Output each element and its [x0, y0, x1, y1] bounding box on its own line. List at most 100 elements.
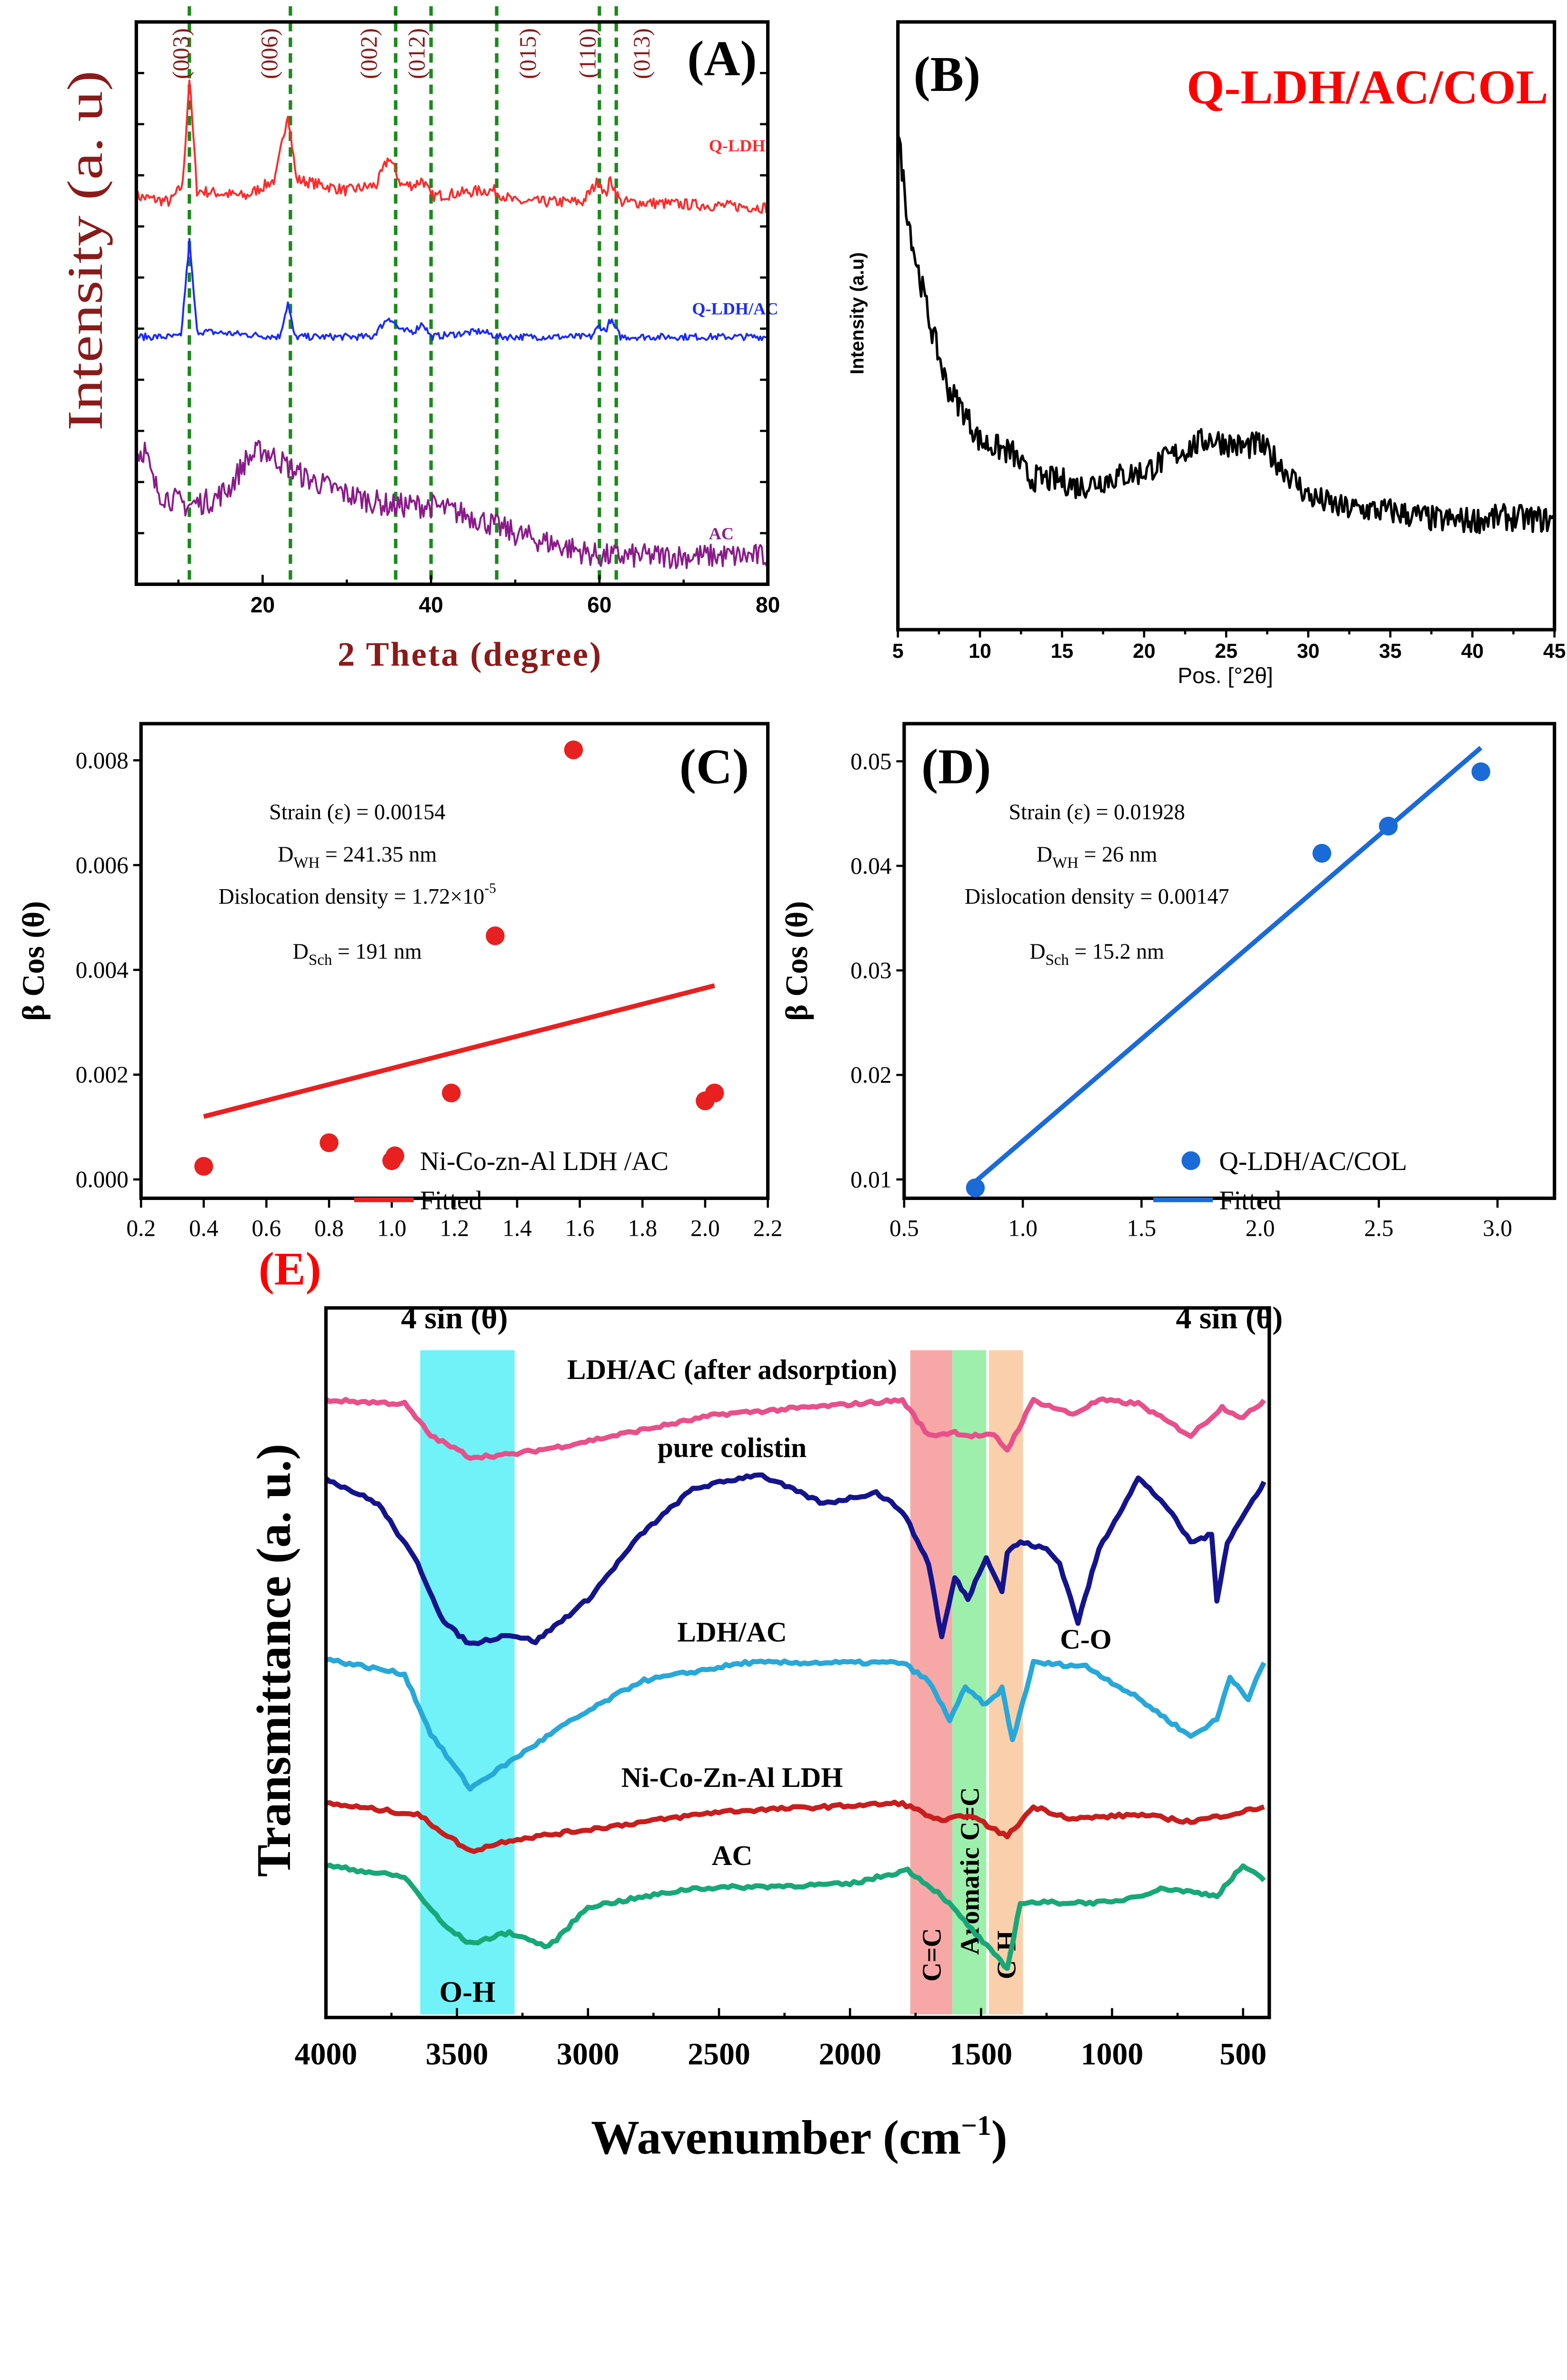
x-tick-label: 1.8	[628, 1215, 657, 1241]
x-axis-title: Pos. [°2θ]	[1178, 663, 1273, 688]
hkl-label: (013)	[629, 28, 655, 79]
x-tick-label: 1.5	[1127, 1215, 1157, 1241]
y-axis-title: β Cos (θ)	[779, 901, 814, 1021]
spectrum-ldh-ac	[325, 1656, 1267, 1792]
x-tick-label: 4000	[295, 2037, 358, 2072]
plot-frame	[139, 722, 770, 1200]
plot-frame	[324, 1306, 1271, 2020]
x-tick-label: 0.2	[126, 1215, 156, 1241]
x-tick-label: 30	[1297, 640, 1320, 663]
annotation-text: D	[293, 939, 309, 963]
annotation-subscript: WH	[294, 854, 320, 872]
x-tick-label: 25	[1215, 640, 1238, 663]
x-tick-label: 3.0	[1483, 1215, 1512, 1241]
x-tick-label: 20	[250, 593, 275, 617]
x-tick-label: 500	[1219, 2037, 1267, 2072]
hkl-label: (110)	[575, 28, 601, 78]
x-tick-label: 3500	[426, 2037, 489, 2072]
plot-frame	[902, 722, 1557, 1200]
fit-annotation: Strain (ε) = 0.00154	[269, 800, 445, 824]
series-line-q-ldh-ac	[135, 238, 769, 341]
x-tick-label: 1.2	[440, 1215, 469, 1241]
x-tick-label: 2.0	[1246, 1215, 1275, 1241]
y-tick-label: 0.01	[850, 1166, 891, 1192]
x-axis-title-end: )	[991, 2111, 1008, 2165]
annotation-superscript: -5	[484, 881, 496, 896]
x-tick-label: 40	[419, 593, 443, 617]
annotation-text: Dislocation density = 0.00147	[965, 884, 1229, 909]
x-axis-title-text: Wavenumber (cm	[591, 2111, 961, 2165]
fit-annotation: DSch = 191 nm	[293, 939, 422, 969]
fit-annotation: Strain (ε) = 0.01928	[1009, 800, 1185, 824]
legend-label: Fitted	[420, 1186, 482, 1215]
y-tick-label: 0.004	[76, 957, 129, 983]
band-aromatic-c-c	[952, 1350, 987, 2014]
x-tick-label: 0.6	[252, 1215, 281, 1241]
hkl-label: (003)	[168, 28, 194, 79]
x-tick-label: 2.5	[1364, 1215, 1394, 1241]
y-axis-title: β Cos (θ)	[16, 901, 51, 1021]
spectrum-ac	[325, 1863, 1266, 1971]
x-tick-label: 1.0	[377, 1215, 407, 1241]
x-tick-label: 0.8	[314, 1215, 344, 1241]
hkl-label: (006)	[256, 28, 282, 79]
x-tick-label: 1.6	[565, 1215, 595, 1241]
x-axis-title: Wavenumber (cm−1)	[591, 2110, 1008, 2164]
annotation-subscript: WH	[1052, 854, 1078, 872]
data-point	[194, 1157, 213, 1176]
x-tick-label: 15	[1051, 640, 1074, 663]
panel-label-a: (A)	[687, 30, 757, 86]
spectrum-label: LDH/AC (after adsorption)	[567, 1354, 897, 1385]
y-tick-label: 0.05	[850, 748, 891, 774]
y-tick-label: 0.02	[850, 1062, 891, 1088]
data-point	[1312, 843, 1331, 863]
data-point	[486, 926, 505, 945]
annotation-text: D	[278, 842, 293, 866]
spectrum-ni-co-zn-al-ldh	[326, 1799, 1265, 1854]
data-point	[966, 1178, 985, 1198]
x-tick-label: 2.0	[690, 1215, 720, 1241]
spectrum-label: LDH/AC	[677, 1616, 787, 1647]
hkl-label: (012)	[404, 28, 430, 79]
plot-frame	[134, 20, 770, 586]
y-tick-label: 0.002	[76, 1061, 129, 1088]
x-tick-label: 45	[1543, 640, 1566, 663]
x-tick-label: 2000	[818, 2037, 881, 2072]
fit-annotation: DSch = 15.2 nm	[1029, 939, 1164, 969]
annotation-text: D	[1037, 842, 1052, 866]
data-point	[564, 740, 583, 760]
series-line	[897, 135, 1556, 535]
y-tick-label: 0.008	[76, 747, 129, 774]
annotation-text: = 241.35 nm	[319, 842, 437, 866]
data-point	[705, 1083, 724, 1102]
annotation-text: = 191 nm	[332, 939, 422, 963]
series-label: AC	[709, 524, 734, 543]
y-tick-label: 0.006	[76, 852, 129, 878]
panel-d: 0.5 1.0 1.5 2.0 2.5 3.0 0.01 0.02 0.03 0.04 0.05 (D…	[779, 722, 1557, 1336]
annotation-text: Strain (ε) = 0.01928	[1009, 800, 1185, 824]
panel-a: Q-LDH Q-LDH/AC AC 20 40 60 80 (003) (006) (002) (0…	[57, 6, 780, 674]
panel-c: 0.2 0.4 0.6 0.8 1.0 1.2 1.4 1.6 1.8 2.0 2.2 0.000 0.…	[16, 722, 782, 1336]
fitted-line	[974, 746, 1483, 1184]
x-tick-label: 0.5	[889, 1215, 919, 1241]
spectrum-label: C-O	[1060, 1623, 1112, 1655]
panel-label-d: (D)	[921, 738, 991, 794]
panel-b: 5 10 15 20 25 30 35 40 45 (B) Q-LDH/AC/COL Pos. [°2…	[847, 20, 1566, 688]
panel-label-c: (C)	[679, 738, 749, 794]
annotation-text: = 15.2 nm	[1069, 939, 1164, 963]
spectrum-label: Ni-Co-Zn-Al LDH	[621, 1762, 843, 1793]
series-label: Q-LDH	[709, 136, 766, 155]
panel-label-e: (E)	[259, 1243, 321, 1295]
y-axis-title: Intensity (a. u)	[57, 70, 113, 431]
legend-marker	[1181, 1151, 1200, 1170]
series-line-q-ldh	[135, 79, 769, 214]
annotation-text: D	[1029, 939, 1045, 963]
legend-label: Fitted	[1219, 1186, 1281, 1215]
spectrum-pure-colistin	[324, 1472, 1267, 1646]
y-axis-title: Intensity (a.u)	[847, 252, 868, 375]
x-tick-label: 10	[968, 640, 991, 663]
spectrum-ldh-ac-after-adsorption-	[324, 1396, 1266, 1461]
panel-label-b: (B)	[914, 46, 980, 102]
figure: Q-LDH Q-LDH/AC AC 20 40 60 80 (003) (006) (002) (0…	[16, 6, 1566, 2165]
